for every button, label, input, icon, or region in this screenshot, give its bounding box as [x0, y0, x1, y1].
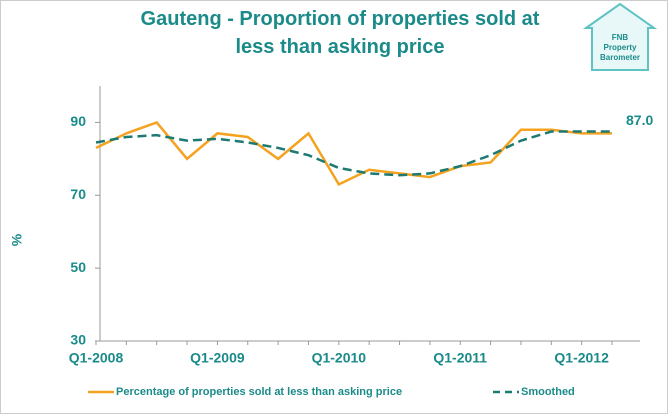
- chart-title: Gauteng - Proportion of properties sold …: [141, 8, 540, 58]
- logo-text: Property: [604, 43, 637, 52]
- y-tick-label: 90: [70, 113, 86, 129]
- logo-text: FNB: [612, 33, 629, 42]
- x-tick-label: Q1-2012: [554, 350, 609, 366]
- legend-label: Smoothed: [521, 386, 575, 398]
- series-line: [95, 120, 612, 186]
- y-tick-label: 50: [70, 259, 86, 275]
- y-axis-label: %: [9, 233, 25, 246]
- data-label: 87.0: [626, 112, 653, 128]
- logo: FNB Property Barometer: [582, 2, 658, 71]
- x-tick-label: Q1-2011: [433, 350, 487, 366]
- logo-text: Barometer: [600, 53, 640, 62]
- x-tick-label: Q1-2009: [190, 350, 245, 366]
- series-line: [95, 130, 612, 177]
- x-tick-label: Q1-2010: [312, 350, 367, 366]
- y-tick-label: 30: [70, 332, 86, 348]
- y-tick-label: 70: [70, 186, 86, 202]
- logo-house: [582, 2, 658, 71]
- legend-label: Percentage of properties sold at less th…: [116, 386, 402, 398]
- x-tick-label: Q1-2008: [69, 350, 124, 366]
